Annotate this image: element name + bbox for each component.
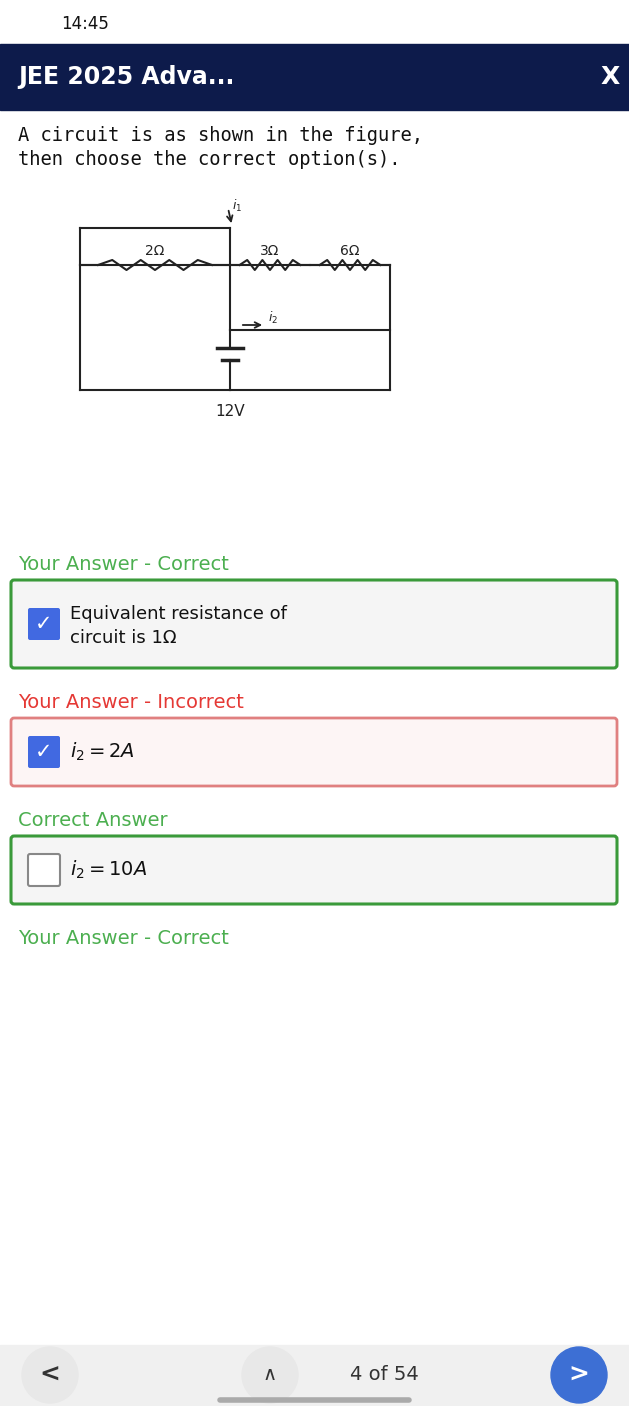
Text: >: > (569, 1362, 589, 1386)
FancyBboxPatch shape (11, 837, 617, 904)
FancyBboxPatch shape (11, 718, 617, 786)
Circle shape (242, 1347, 298, 1403)
Text: Equivalent resistance of: Equivalent resistance of (70, 605, 287, 623)
Text: Correct Answer: Correct Answer (18, 811, 167, 830)
Text: Your Answer - Correct: Your Answer - Correct (18, 555, 229, 574)
Text: ✓: ✓ (35, 614, 53, 634)
Text: $i_2 = 2A$: $i_2 = 2A$ (70, 741, 135, 763)
Text: Your Answer - Incorrect: Your Answer - Incorrect (18, 693, 244, 711)
Text: X: X (600, 65, 620, 89)
Text: 3Ω: 3Ω (260, 245, 280, 257)
Text: $i_1$: $i_1$ (232, 198, 242, 214)
Text: Your Answer - Correct: Your Answer - Correct (18, 929, 229, 948)
Text: 12V: 12V (215, 405, 245, 419)
Text: JEE 2025 Adva...: JEE 2025 Adva... (18, 65, 235, 89)
FancyBboxPatch shape (28, 853, 60, 886)
FancyBboxPatch shape (28, 607, 60, 640)
Text: 14:45: 14:45 (61, 15, 109, 32)
Bar (0, 44, 629, 110)
Bar (0, 1346, 629, 1406)
Text: ∧: ∧ (263, 1365, 277, 1385)
Text: 6Ω: 6Ω (340, 245, 360, 257)
Text: $i_2$: $i_2$ (268, 309, 278, 326)
Circle shape (22, 1347, 78, 1403)
Text: $i_2 = 10A$: $i_2 = 10A$ (70, 859, 147, 882)
Text: 2Ω: 2Ω (145, 245, 165, 257)
Text: <: < (40, 1362, 60, 1386)
Text: A circuit is as shown in the figure,: A circuit is as shown in the figure, (18, 127, 423, 145)
FancyBboxPatch shape (28, 735, 60, 768)
Text: circuit is 1Ω: circuit is 1Ω (70, 628, 177, 647)
Text: then choose the correct option(s).: then choose the correct option(s). (18, 150, 401, 169)
Text: ✓: ✓ (35, 742, 53, 762)
FancyBboxPatch shape (11, 581, 617, 668)
Circle shape (551, 1347, 607, 1403)
Text: 4 of 54: 4 of 54 (350, 1365, 419, 1385)
